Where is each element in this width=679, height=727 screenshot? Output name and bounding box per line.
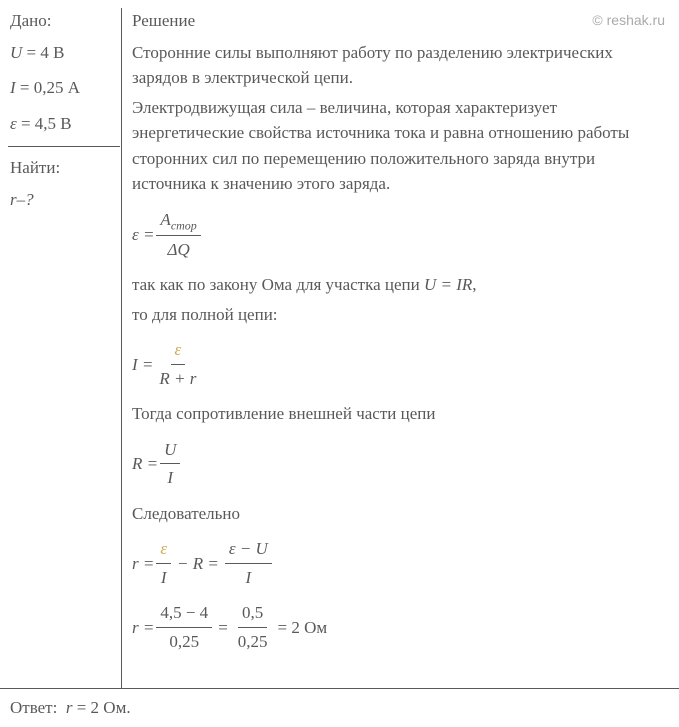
text-ohm1: так как по закону Ома для участка цепи U… — [132, 272, 669, 298]
val-eps: = 4,5 В — [21, 114, 72, 133]
formula1-num: Aстор — [156, 207, 200, 236]
formula3-frac: U I — [160, 437, 180, 491]
formula4-frac2: ε − U I — [225, 536, 272, 590]
given-column: Дано: U = 4 В I = 0,25 А ε = 4,5 В Найти… — [10, 8, 122, 688]
var-eps: ε — [10, 114, 17, 133]
formula5-frac1: 4,5 − 4 0,25 — [156, 600, 212, 654]
var-u: U — [10, 43, 22, 62]
formula4-den2: I — [242, 564, 256, 591]
given-u: U = 4 В — [10, 40, 117, 66]
solution-p2: Электродвижущая сила – величина, которая… — [132, 95, 669, 197]
watermark: © reshak.ru — [592, 10, 665, 31]
formula5-lhs: r = — [132, 615, 154, 641]
divider-line — [8, 146, 120, 147]
answer-text: r = 2 Ом. — [62, 698, 131, 717]
formula5-eq: = — [218, 615, 228, 641]
text-ext-resist: Тогда сопротивление внешней части цепи — [132, 401, 669, 427]
given-eps: ε = 4,5 В — [10, 111, 117, 137]
text-ohm2: то для полной цепи: — [132, 302, 669, 328]
val-i: = 0,25 А — [20, 78, 80, 97]
formula-r-ext: R = U I — [132, 437, 669, 491]
formula-full-circuit: I = ε R + r — [132, 337, 669, 391]
formula2-lhs: I = — [132, 352, 153, 378]
given-i: I = 0,25 А — [10, 75, 117, 101]
formula1-den: ΔQ — [163, 236, 193, 263]
var-i: I — [10, 78, 16, 97]
formula4-frac1: ε I — [156, 536, 171, 590]
answer-label: Ответ: — [10, 698, 57, 717]
formula3-lhs: R = — [132, 451, 158, 477]
solution-column: Решение Сторонние силы выполняют работу … — [122, 8, 669, 688]
formula1-num-sub: стор — [171, 218, 197, 232]
answer-row: Ответ: r = 2 Ом. — [0, 688, 679, 727]
solution-label: Решение — [132, 8, 669, 34]
formula-eps-def: ε = Aстор ΔQ — [132, 207, 669, 263]
formula4-den1: I — [157, 564, 171, 591]
formula4-num1: ε — [156, 536, 171, 564]
solution-p1: Сторонние силы выполняют работу по разде… — [132, 40, 669, 91]
formula5-num1: 4,5 − 4 — [156, 600, 212, 628]
formula3-num: U — [160, 437, 180, 465]
formula-r-calc: r = 4,5 − 4 0,25 = 0,5 0,25 = 2 Ом — [132, 600, 669, 654]
formula5-den2: 0,25 — [234, 628, 272, 655]
formula5-den1: 0,25 — [165, 628, 203, 655]
formula-r-derive: r = ε I − R = ε − U I — [132, 536, 669, 590]
formula1-num-main: A — [160, 210, 170, 229]
formula5-result: = 2 Ом — [278, 615, 328, 641]
val-u: = 4 В — [27, 43, 65, 62]
formula2-den: R + r — [155, 365, 200, 392]
formula2-num: ε — [171, 337, 186, 365]
formula4-mid: − R = — [177, 551, 219, 577]
find-value: r–? — [10, 187, 117, 213]
content-container: Дано: U = 4 В I = 0,25 А ε = 4,5 В Найти… — [0, 0, 679, 688]
formula4-num2: ε − U — [225, 536, 272, 564]
formula5-num2: 0,5 — [238, 600, 267, 628]
formula1-lhs: ε = — [132, 222, 154, 248]
formula5-frac2: 0,5 0,25 — [234, 600, 272, 654]
given-label: Дано: — [10, 8, 117, 34]
formula4-lhs: r = — [132, 551, 154, 577]
formula3-den: I — [163, 464, 177, 491]
formula2-frac: ε R + r — [155, 337, 200, 391]
formula1-frac: Aстор ΔQ — [156, 207, 200, 263]
find-label: Найти: — [10, 155, 117, 181]
text-therefore: Следовательно — [132, 501, 669, 527]
